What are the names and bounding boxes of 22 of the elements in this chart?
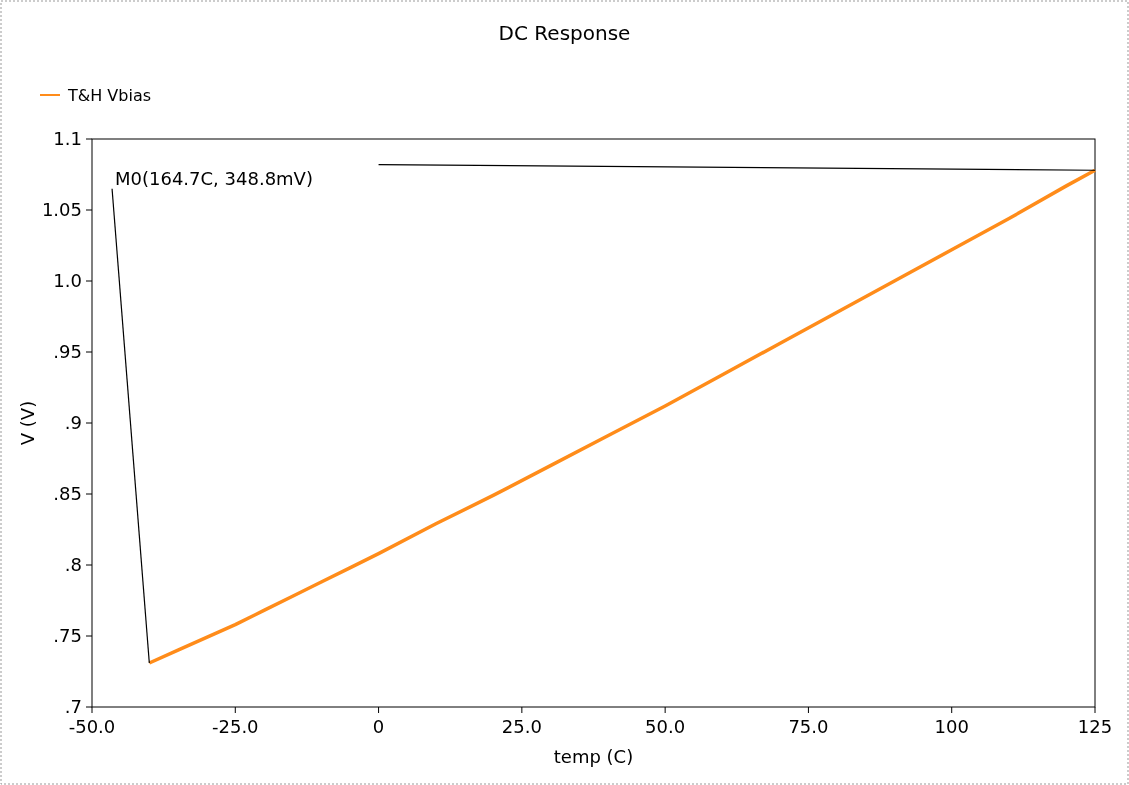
y-tick-label: 1.05 [41, 199, 82, 220]
y-tick-label: 1.0 [53, 270, 82, 291]
y-tick-label: .75 [53, 625, 82, 646]
y-tick-label: .7 [64, 696, 82, 717]
y-tick-label: .8 [64, 554, 82, 575]
x-tick-label: -25.0 [212, 716, 259, 737]
chart-title: DC Response [498, 21, 631, 45]
legend-label: T&H Vbias [67, 86, 152, 105]
x-tick-label: 50.0 [645, 716, 686, 737]
x-tick-label: 125 [1077, 716, 1113, 737]
x-tick-label: -50.0 [68, 716, 116, 737]
y-tick-label: 1.1 [53, 128, 82, 149]
x-tick-label: 0 [372, 716, 385, 737]
x-tick-label: 75.0 [788, 716, 829, 737]
y-tick-label: .95 [53, 341, 82, 362]
annotation: M0(164.7C, 348.8mV) [115, 168, 313, 189]
x-tick-label: 100 [934, 716, 969, 737]
y-tick-label: .9 [64, 412, 82, 433]
y-tick-label: .85 [53, 483, 82, 504]
x-tick-label: 25.0 [501, 716, 542, 737]
y-axis-title: V (V) [17, 400, 38, 446]
x-axis-title: temp (C) [553, 746, 634, 767]
